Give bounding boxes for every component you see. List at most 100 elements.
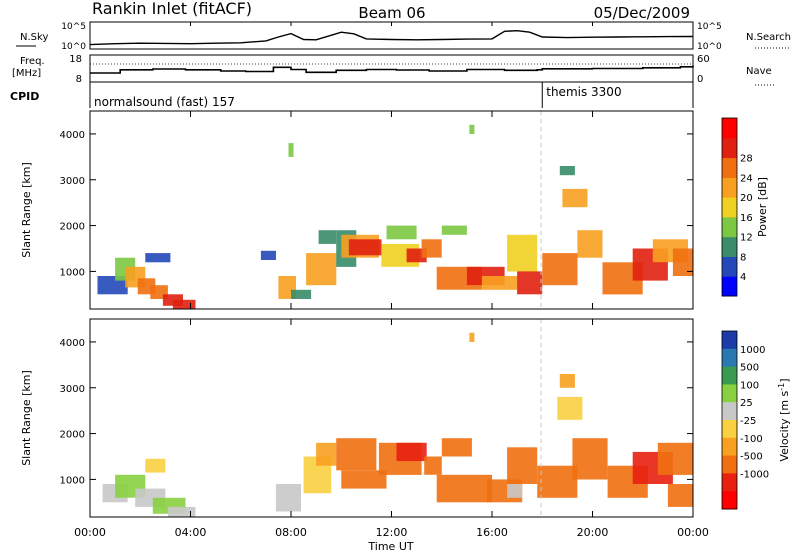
velocity-panel: 1000 2000 3000 4000 Slant Range [km]	[20, 318, 694, 518]
cpid-label: CPID	[10, 90, 39, 103]
nsky-label: N.Sky	[20, 32, 48, 43]
velocity-cell-24	[667, 484, 693, 507]
power-colorbar-swatch-2	[722, 236, 737, 257]
power-ylabel: Slant Range [km]	[20, 162, 33, 258]
nave-label: Nave	[746, 66, 772, 77]
velocity-cell-4	[167, 506, 196, 517]
freq-label-2: [MHz]	[12, 68, 41, 79]
velocity-cell-12	[396, 442, 427, 462]
xtick-label-6: 00:00	[677, 526, 709, 539]
velocity-cell-14	[436, 474, 492, 503]
power-colorbar-swatch-1	[722, 256, 737, 277]
power-cell-16	[386, 225, 417, 240]
velocity-cell-9	[336, 438, 377, 471]
xtick-label-5: 20:00	[577, 526, 609, 539]
power-colorbar-swatch-7	[722, 137, 737, 159]
velocity-cell-13	[424, 456, 442, 475]
power-colorbar-swatch-8	[722, 118, 737, 139]
nave-tick-top: 60	[697, 54, 710, 65]
nsearch-tick-top: 10^5	[697, 22, 722, 32]
velocity-colorbar-swatch-4	[722, 402, 737, 421]
xtick-label-0: 00:00	[74, 526, 106, 539]
cpid-program-2: themis 3300	[546, 85, 621, 99]
power-cell-32	[672, 248, 693, 276]
velocity-ylabel: Slant Range [km]	[20, 370, 33, 466]
power-ytick-label-3: 4000	[60, 130, 85, 141]
velocity-cell-19	[557, 396, 583, 420]
velocity-colorbar-tick-3: 25	[740, 398, 753, 409]
x-axis: 00:00 04:00 08:00 12:00 16:00 20:00 00:00	[74, 22, 709, 539]
velocity-cell-18	[537, 465, 578, 498]
power-colorbar-tick-1: 8	[740, 252, 746, 263]
velocity-colorbar-swatch-9	[722, 491, 737, 510]
power-cell-7	[145, 253, 171, 263]
freq-tick-top: 18	[69, 54, 82, 65]
velocity-colorbar-swatch-5	[722, 420, 737, 439]
power-panel: 1000 2000 3000 4000 Slant Range [km]	[20, 110, 694, 310]
velocity-colorbar-swatch-3	[722, 384, 737, 403]
power-colorbar-label: Power [dB]	[756, 177, 769, 237]
power-colorbar-swatch-5	[722, 177, 737, 198]
velocity-colorbar-swatch-0	[722, 331, 737, 350]
power-cell-11	[306, 253, 337, 286]
power-cell-27	[562, 188, 588, 208]
beam-label: Beam 06	[358, 4, 425, 22]
velocity-cell-6	[275, 484, 301, 512]
power-colorbar-swatch-0	[722, 276, 737, 297]
velocity-cell-10	[341, 470, 387, 489]
power-cell-19	[421, 239, 442, 258]
power-colorbar-swatch-6	[722, 157, 737, 178]
power-colorbar-tick-6: 28	[740, 154, 753, 165]
xtick-label-4: 16:00	[476, 526, 508, 539]
velocity-cell-8	[316, 442, 337, 466]
velocity-cell-5	[145, 458, 166, 473]
power-cell-26	[542, 253, 578, 286]
nsearch-label: N.Search	[746, 32, 791, 43]
xtick-label-1: 04:00	[175, 526, 207, 539]
velocity-cell-23	[657, 442, 693, 475]
velocity-colorbar: 1000 500 100 25 -25 -100 -500 -1000 Velocity [m…	[721, 330, 791, 510]
xtick-label-2: 08:00	[275, 526, 307, 539]
velocity-colorbar-swatch-7	[722, 455, 737, 474]
velocity-cell-26	[559, 374, 575, 388]
power-colorbar-tick-4: 20	[740, 193, 753, 204]
power-colorbar-tick-2: 12	[740, 233, 753, 244]
power-colorbar-tick-3: 16	[740, 213, 753, 224]
cpid-program-1: normalsound (fast) 157	[94, 95, 235, 109]
power-cell-34	[288, 143, 294, 157]
nsearch-tick-bottom: 10^0	[697, 42, 722, 52]
power-cell-6	[172, 299, 196, 309]
velocity-cell-17	[507, 447, 538, 484]
cpid-strip: CPID normalsound (fast) 157 themis 3300	[10, 82, 694, 109]
power-colorbar: 4 8 12 16 20 24 28 Power [dB]	[721, 117, 769, 297]
power-cell-35	[469, 124, 475, 134]
nsky-tick-bottom: 10^0	[61, 42, 86, 52]
power-cell-23	[481, 276, 518, 290]
nsky-tick-top: 10^5	[61, 22, 86, 32]
velocity-ytick-label-0: 1000	[60, 475, 85, 486]
site-title: Rankin Inlet (fitACF)	[92, 0, 252, 18]
velocity-ytick-label-1: 2000	[60, 430, 85, 441]
power-ytick-label-0: 1000	[60, 267, 85, 278]
power-cell-33	[559, 166, 575, 176]
freq-strip: Freq. [MHz] 18 8 60 0 Nave	[12, 54, 775, 86]
power-cell-25	[517, 271, 543, 295]
power-colorbar-tick-5: 24	[740, 173, 753, 184]
velocity-cell-27	[469, 332, 475, 342]
nave-tick-bottom: 0	[697, 74, 703, 85]
nsky-strip: N.Sky 10^5 10^0 10^5 10^0 N.Search	[16, 21, 791, 52]
velocity-cell-15	[441, 438, 472, 457]
velocity-colorbar-tick-2: 100	[740, 380, 759, 391]
power-ytick-label-2: 3000	[60, 176, 85, 187]
power-ytick-label-1: 2000	[60, 222, 85, 233]
date-label: 05/Dec/2009	[594, 4, 690, 22]
velocity-cell-20	[572, 438, 608, 480]
velocity-colorbar-tick-4: -25	[740, 416, 756, 427]
velocity-colorbar-swatch-1	[722, 348, 737, 368]
power-colorbar-swatch-3	[722, 216, 737, 238]
velocity-colorbar-swatch-8	[722, 473, 737, 492]
velocity-cell-25	[507, 484, 523, 498]
power-cell-10	[291, 289, 312, 299]
freq-series-line	[90, 65, 694, 74]
